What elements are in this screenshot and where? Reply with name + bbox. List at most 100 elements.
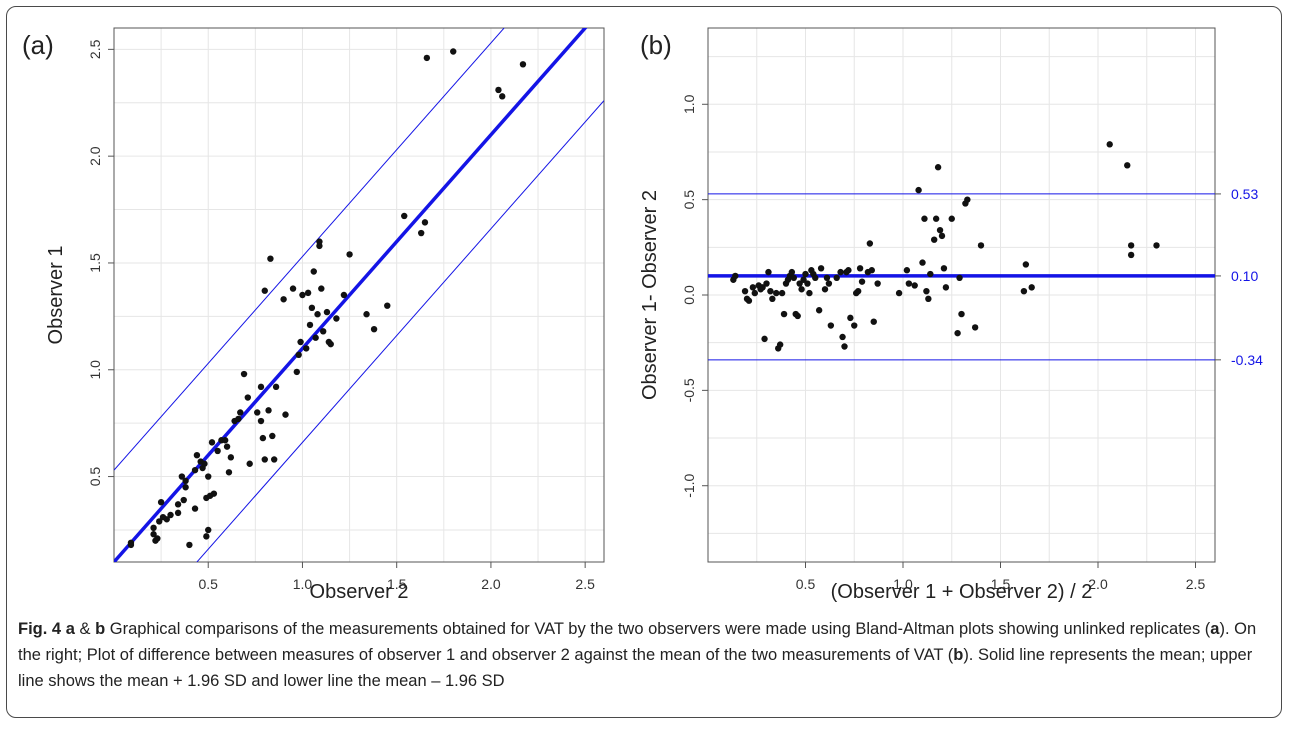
data-point bbox=[259, 434, 267, 442]
data-point bbox=[971, 324, 979, 331]
x-tick-label: 2.0 bbox=[1088, 576, 1108, 592]
data-point bbox=[205, 526, 212, 534]
data-point bbox=[312, 334, 319, 341]
data-point bbox=[295, 351, 302, 359]
data-point bbox=[769, 295, 776, 303]
chart-panel-b: 0.53 0.10 -0.34 0.5 1.0 1.5 2.0 2.5 -1.0 -0.5 0.0 0… bbox=[639, 27, 1263, 603]
data-point bbox=[921, 215, 928, 222]
data-point bbox=[282, 411, 289, 418]
x-tick-label: 2.0 bbox=[481, 576, 501, 592]
data-point bbox=[931, 236, 938, 243]
y-tick-label: 0.0 bbox=[681, 285, 697, 305]
data-point bbox=[977, 242, 985, 249]
y-axis-label: Observer 1- Observer 2 bbox=[639, 190, 661, 400]
x-tick-label: 2.5 bbox=[575, 576, 595, 592]
data-point bbox=[318, 285, 325, 292]
data-point bbox=[244, 394, 252, 401]
data-point bbox=[272, 383, 280, 391]
y-tick-label: 2.0 bbox=[87, 146, 103, 166]
data-point bbox=[127, 541, 135, 549]
data-point bbox=[157, 498, 165, 506]
data-point bbox=[304, 289, 312, 297]
data-point bbox=[942, 284, 950, 291]
data-point bbox=[732, 272, 739, 280]
panel-label-b: (b) bbox=[640, 30, 672, 60]
data-point bbox=[919, 259, 926, 266]
data-point bbox=[927, 270, 934, 278]
data-point bbox=[940, 265, 948, 272]
caption-a-ref-2: a bbox=[1210, 620, 1220, 638]
data-point bbox=[499, 93, 506, 100]
y-tick-label: -0.5 bbox=[681, 378, 697, 402]
data-point bbox=[932, 215, 940, 222]
data-point bbox=[903, 267, 911, 274]
line-lower bbox=[196, 100, 604, 562]
data-point bbox=[363, 311, 370, 318]
caption-lead: Fig. 4 bbox=[18, 620, 62, 638]
figure-caption: Fig. 4 a & b Graphical comparisons of th… bbox=[18, 616, 1268, 694]
x-tick-label: 2.5 bbox=[1186, 576, 1206, 592]
data-point bbox=[767, 287, 774, 295]
data-point bbox=[798, 286, 805, 293]
caption-b-ref: b bbox=[95, 620, 106, 638]
x-tick-label: 1.0 bbox=[293, 576, 313, 592]
data-point bbox=[925, 295, 932, 303]
data-point bbox=[156, 518, 163, 525]
data-point bbox=[310, 268, 317, 275]
data-point bbox=[745, 297, 753, 304]
data-point bbox=[421, 219, 429, 226]
data-point bbox=[186, 541, 193, 549]
data-point bbox=[936, 226, 944, 234]
data-point bbox=[154, 535, 161, 542]
data-point bbox=[915, 186, 922, 194]
x-tick-label: 1.5 bbox=[387, 576, 407, 592]
data-point bbox=[833, 274, 840, 282]
y-tick-label: 2.5 bbox=[87, 39, 103, 59]
data-point bbox=[858, 278, 866, 285]
data-points bbox=[730, 141, 1160, 352]
data-point bbox=[261, 456, 268, 463]
data-points bbox=[127, 48, 527, 549]
data-point bbox=[203, 533, 210, 540]
data-point bbox=[1020, 287, 1028, 295]
data-point bbox=[210, 490, 218, 497]
data-point bbox=[741, 287, 749, 295]
data-point bbox=[821, 286, 829, 293]
y-tick-label: 0.5 bbox=[681, 190, 697, 210]
data-point bbox=[854, 287, 862, 295]
data-point bbox=[761, 335, 768, 343]
data-point bbox=[180, 496, 187, 504]
data-point bbox=[254, 409, 261, 416]
caption-b-ref-2: b bbox=[953, 646, 964, 664]
data-point bbox=[293, 368, 301, 376]
data-point bbox=[235, 415, 242, 423]
data-point bbox=[911, 282, 918, 289]
data-point bbox=[874, 280, 881, 287]
data-point bbox=[265, 407, 272, 414]
data-point bbox=[308, 304, 316, 312]
data-point bbox=[417, 229, 425, 237]
hline-label-upper: 0.53 bbox=[1231, 186, 1258, 202]
data-point bbox=[773, 289, 780, 297]
data-point bbox=[817, 265, 825, 272]
data-point bbox=[519, 61, 527, 68]
data-point bbox=[1106, 141, 1113, 148]
x-axis-label: (Observer 1 + Observer 2) / 2 bbox=[831, 581, 1093, 603]
data-point bbox=[316, 242, 323, 250]
reference-lines bbox=[114, 28, 604, 562]
data-point bbox=[1124, 162, 1131, 169]
data-point bbox=[1127, 242, 1135, 249]
data-point bbox=[257, 383, 265, 391]
data-point bbox=[856, 265, 864, 272]
caption-amp: & bbox=[74, 620, 96, 638]
y-tick-label: 0.5 bbox=[87, 467, 103, 487]
hline-label-mean: 0.10 bbox=[1231, 268, 1258, 284]
plot-frame bbox=[113, 27, 605, 563]
data-point bbox=[804, 280, 811, 287]
x-axis-label: Observer 2 bbox=[310, 581, 409, 603]
data-point bbox=[208, 439, 216, 446]
data-point bbox=[751, 289, 758, 297]
data-point bbox=[340, 291, 348, 299]
data-point bbox=[246, 460, 253, 467]
data-point bbox=[201, 460, 208, 467]
